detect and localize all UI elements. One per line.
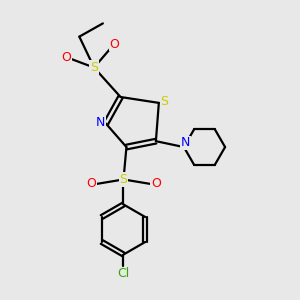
- Text: O: O: [86, 177, 96, 190]
- Text: N: N: [181, 136, 190, 149]
- Text: S: S: [90, 61, 98, 74]
- Text: O: O: [151, 177, 161, 190]
- Text: O: O: [110, 38, 120, 50]
- Text: Cl: Cl: [117, 267, 130, 280]
- Text: S: S: [119, 173, 128, 186]
- Text: N: N: [96, 116, 105, 128]
- Text: S: S: [160, 95, 168, 108]
- Text: O: O: [61, 51, 71, 64]
